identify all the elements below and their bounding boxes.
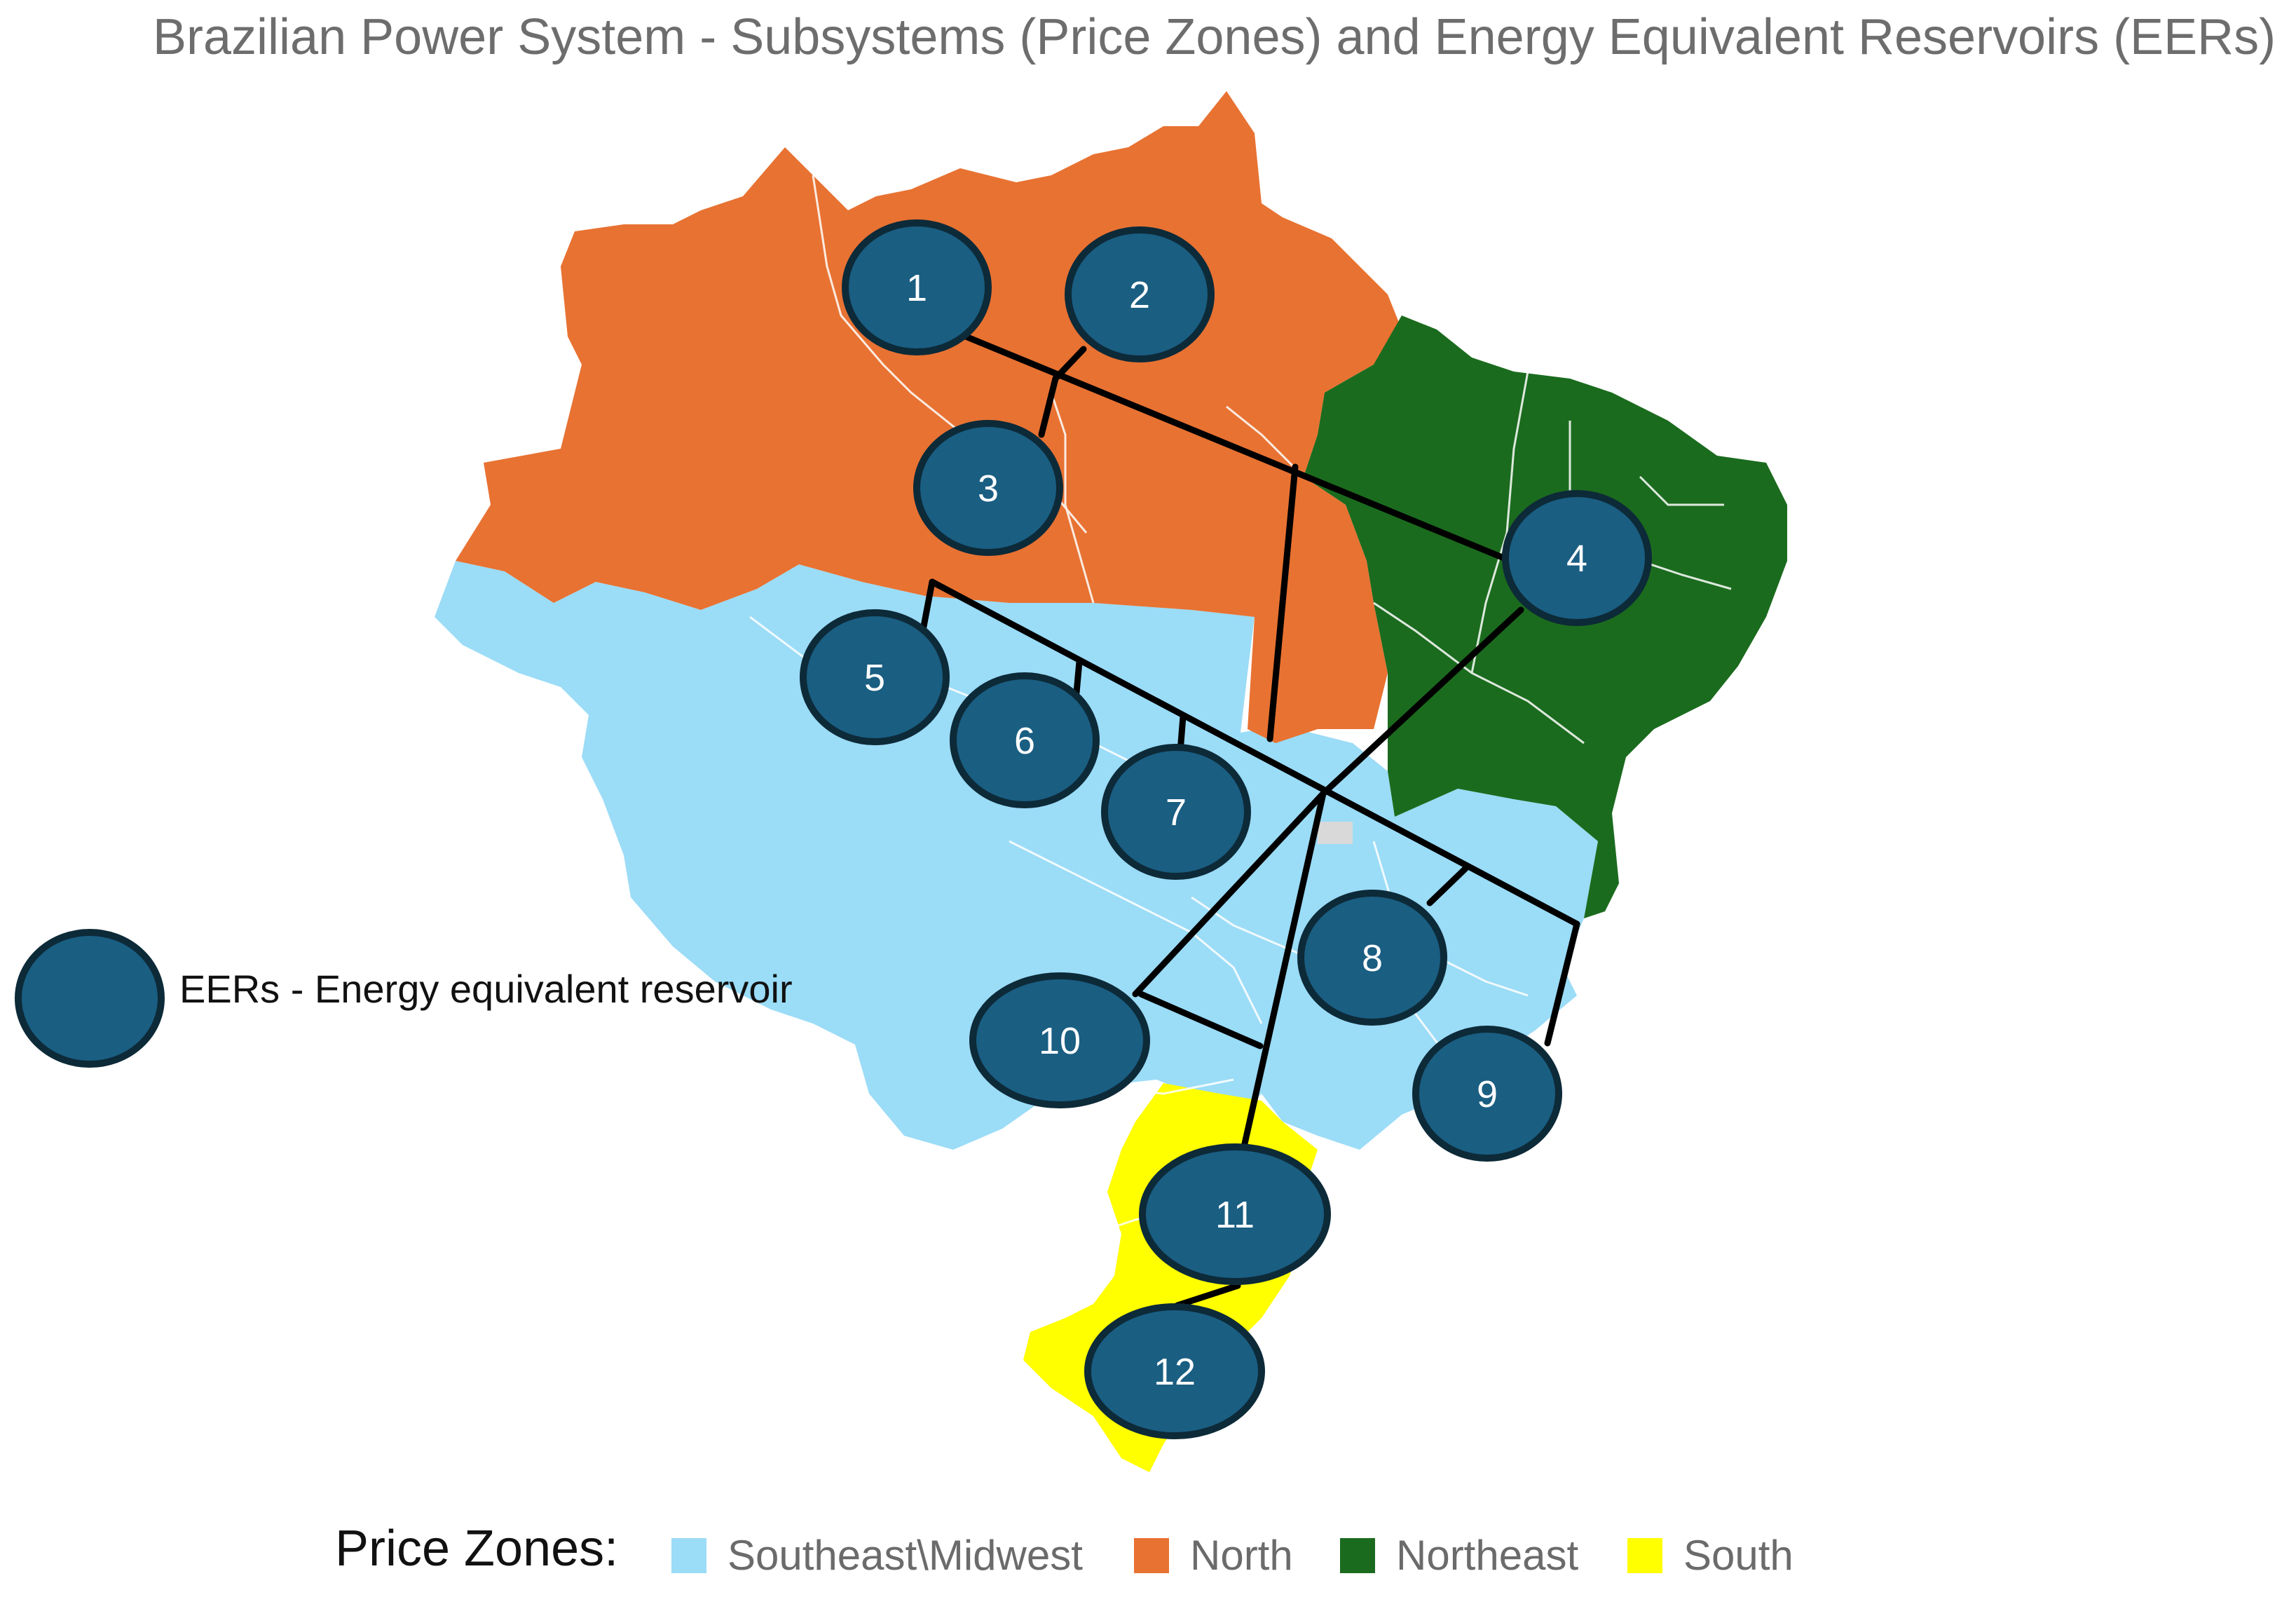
eer-connections (919, 333, 1580, 1309)
eer-legend-icon (15, 929, 165, 1068)
eer-node-10: 10 (969, 972, 1150, 1108)
connection-trunk-to-9 (1544, 920, 1580, 1047)
eer-node-11-ellipse (1139, 1143, 1331, 1285)
connection-junction-to-10 (1132, 790, 1327, 998)
eer-node-9-ellipse (1412, 1026, 1562, 1162)
eer-node-7-label: 7 (1166, 791, 1187, 834)
eer-node-5-ellipse (800, 609, 950, 745)
eer-node-12: 12 (1084, 1303, 1265, 1439)
eer-node-2-ellipse (1065, 226, 1215, 362)
connection-2-to-junction (1052, 346, 1087, 382)
eer-node-12-label: 12 (1154, 1351, 1196, 1393)
eer-node-2-label: 2 (1129, 274, 1150, 316)
federal-district-patch (1318, 822, 1353, 844)
eer-node-3-ellipse (913, 420, 1063, 556)
price-zone-regions (435, 91, 1787, 1472)
connection-11-to-12 (1174, 1282, 1241, 1309)
legend-swatch-north (1134, 1538, 1169, 1573)
price-zones-title: Price Zones: (335, 1521, 619, 1577)
eer-node-10-ellipse (969, 972, 1150, 1108)
eer-node-7: 7 (1101, 744, 1251, 880)
legend-swatch-southeast-midwest (671, 1538, 706, 1573)
eer-node-5: 5 (800, 609, 950, 745)
eer-node-1: 1 (842, 219, 992, 355)
legend-label-north: North (1190, 1532, 1293, 1579)
connection-junction-to-11 (1237, 790, 1327, 1166)
region-southeast-midwest (435, 561, 1598, 1150)
eer-node-10-label: 10 (1039, 1020, 1081, 1062)
eer-node-1-ellipse (842, 219, 992, 355)
legend-swatch-south (1627, 1538, 1662, 1573)
legend-label-southeast-midwest: Southeast\Midwest (727, 1532, 1083, 1579)
eer-node-6-ellipse (950, 672, 1100, 808)
eer-node-3-label: 3 (978, 468, 999, 510)
eer-node-8-label: 8 (1362, 937, 1383, 979)
legend-swatch-northeast (1340, 1538, 1375, 1573)
eer-node-6-label: 6 (1014, 720, 1035, 762)
eer-node-9: 9 (1412, 1026, 1562, 1162)
connection-north-to-southeast (1266, 463, 1299, 742)
eer-node-11-label: 11 (1215, 1194, 1255, 1236)
eer-node-8-ellipse (1297, 890, 1447, 1026)
eer-node-9-label: 9 (1477, 1073, 1498, 1115)
eer-node-2: 2 (1065, 226, 1215, 362)
connection-trunk-to-6 (1073, 658, 1083, 696)
eer-node-7-ellipse (1101, 744, 1251, 880)
connection-junction-to-3 (1038, 375, 1059, 438)
eer-node-1-label: 1 (906, 267, 927, 309)
eer-legend-label: EERs - Energy equivalent reservoir (179, 967, 793, 1011)
connection-trunk-to-8 (1426, 863, 1471, 906)
eer-node-12-ellipse (1084, 1303, 1265, 1439)
legend-label-northeast: Northeast (1396, 1532, 1579, 1579)
eer-node-8: 8 (1297, 890, 1447, 1026)
eer-node-4: 4 (1502, 490, 1652, 626)
eer-node-3: 3 (913, 420, 1063, 556)
eer-node-4-label: 4 (1566, 538, 1587, 580)
connection-4-to-junction (1320, 606, 1524, 797)
eer-node-5-label: 5 (864, 657, 885, 699)
connection-10-to-11-branch (1137, 991, 1264, 1049)
legend-label-south: South (1683, 1532, 1793, 1579)
eer-node-11: 11 (1139, 1143, 1331, 1285)
eer-node-4-ellipse (1502, 490, 1652, 626)
map-title: Brazilian Power System - Subsystems (Pri… (153, 9, 2276, 65)
connection-trunk-to-5 (919, 578, 936, 637)
eer-node-6: 6 (950, 672, 1100, 808)
